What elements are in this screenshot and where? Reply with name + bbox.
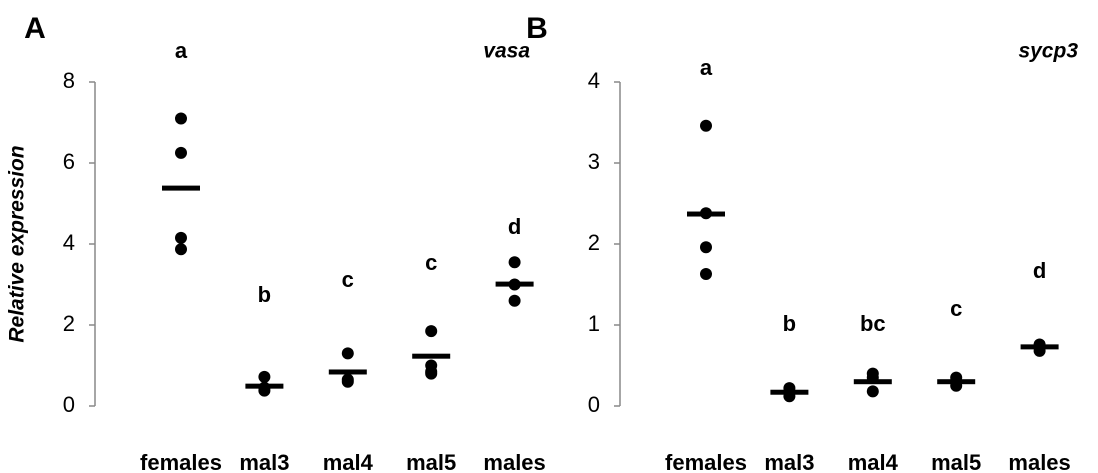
mean-bar xyxy=(162,185,200,191)
data-point xyxy=(258,370,271,383)
chart-title: sycp3 xyxy=(1018,40,1078,63)
significance-letter: b xyxy=(258,282,271,307)
data-point xyxy=(425,367,438,380)
data-point xyxy=(700,241,712,254)
x-tick-label: mal3 xyxy=(239,450,289,473)
y-tick-label: 4 xyxy=(588,68,600,93)
x-tick-label: males xyxy=(1008,450,1070,473)
significance-letter: bc xyxy=(860,311,886,336)
x-tick-label: mal3 xyxy=(764,450,814,473)
significance-letter: d xyxy=(508,214,521,239)
mean-bar xyxy=(770,389,809,395)
mean-bar xyxy=(328,369,367,375)
significance-letter: b xyxy=(783,311,796,336)
significance-letter: a xyxy=(700,55,713,80)
data-point xyxy=(175,243,187,256)
data-point xyxy=(175,112,187,125)
y-tick-label: 8 xyxy=(63,68,75,93)
data-point xyxy=(175,231,187,244)
mean-bar xyxy=(495,281,534,287)
x-tick-label: mal4 xyxy=(323,450,374,473)
mean-bar xyxy=(687,211,725,217)
data-point xyxy=(175,146,187,159)
data-point xyxy=(341,375,354,388)
data-point xyxy=(508,294,521,307)
y-tick-label: 2 xyxy=(588,230,600,255)
data-point xyxy=(425,325,438,338)
y-axis-label: Relative expression xyxy=(6,145,29,342)
panel-label: B xyxy=(526,12,548,45)
x-tick-label: mal5 xyxy=(931,450,981,473)
x-tick-label: mal4 xyxy=(848,450,899,473)
y-tick-label: 0 xyxy=(63,392,75,417)
significance-letter: a xyxy=(175,38,188,63)
y-tick-label: 3 xyxy=(588,149,600,174)
significance-letter: c xyxy=(342,267,354,292)
x-tick-label: females xyxy=(140,450,222,473)
significance-letter: c xyxy=(425,250,437,275)
data-point xyxy=(341,347,354,360)
x-tick-label: mal5 xyxy=(406,450,456,473)
data-point xyxy=(508,256,521,269)
y-tick-label: 1 xyxy=(588,311,600,336)
mean-bar xyxy=(937,379,976,385)
x-tick-label: males xyxy=(483,450,545,473)
data-point xyxy=(700,267,712,280)
panel-label: A xyxy=(24,12,46,45)
mean-bar xyxy=(1020,344,1059,350)
mean-bar xyxy=(245,383,284,389)
mean-bar xyxy=(853,379,892,385)
significance-letter: c xyxy=(950,296,962,321)
data-point xyxy=(700,119,712,132)
data-point xyxy=(866,385,879,398)
y-tick-label: 0 xyxy=(588,392,600,417)
mean-bar xyxy=(412,353,451,359)
y-tick-label: 6 xyxy=(63,149,75,174)
y-tick-label: 2 xyxy=(63,311,75,336)
significance-letter: d xyxy=(1033,258,1046,283)
y-tick-label: 4 xyxy=(63,230,75,255)
chart-title: vasa xyxy=(483,40,530,63)
x-tick-label: females xyxy=(665,450,747,473)
